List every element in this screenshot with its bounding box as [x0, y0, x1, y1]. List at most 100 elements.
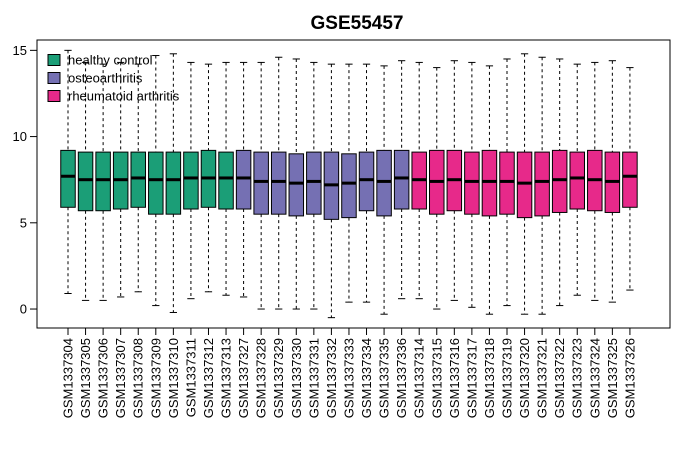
box-iqr: [516, 151, 533, 219]
box-GSM1337319: [499, 58, 515, 307]
box-GSM1337314: [411, 61, 427, 300]
x-tick-label: GSM1337310: [166, 338, 181, 418]
box-iqr: [464, 151, 480, 215]
box-GSM1337325: [604, 60, 621, 303]
box-GSM1337317: [464, 61, 480, 308]
box-GSM1337316: [446, 60, 463, 301]
box-GSM1337333: [341, 63, 357, 303]
x-tick-label: GSM1337335: [377, 338, 392, 418]
legend-label: healthy control: [68, 53, 153, 68]
box-iqr: [341, 153, 357, 219]
x-tick-label: GSM1337304: [61, 338, 76, 418]
box-GSM1337310: [165, 53, 182, 313]
box-iqr: [358, 151, 375, 212]
x-tick-label: GSM1337319: [500, 338, 515, 418]
x-tick-label: GSM1337324: [587, 338, 602, 418]
legend-swatch: [47, 90, 61, 102]
box-GSM1337305: [77, 61, 94, 301]
x-tick-label: GSM1337316: [447, 338, 462, 418]
box-GSM1337318: [481, 65, 498, 315]
x-tick-label: GSM1337307: [113, 338, 128, 418]
box-iqr: [235, 149, 252, 210]
box-GSM1337327: [235, 61, 252, 298]
x-tick-label: GSM1337336: [394, 338, 409, 418]
box-GSM1337307: [112, 61, 129, 298]
x-tick-label: GSM1337312: [201, 338, 216, 418]
x-tick-label: GSM1337309: [148, 338, 163, 418]
box-iqr: [165, 151, 182, 215]
box-GSM1337309: [148, 55, 164, 307]
x-tick-label: GSM1337328: [254, 338, 269, 418]
box-GSM1337331: [306, 61, 322, 310]
x-tick-label: GSM1337325: [605, 338, 620, 418]
x-tick-label: GSM1337326: [622, 338, 637, 418]
box-GSM1337306: [95, 63, 111, 301]
x-tick-label: GSM1337313: [219, 338, 234, 418]
y-axis: 0 5 10 15: [13, 43, 38, 317]
box-iqr: [148, 151, 164, 215]
box-iqr: [481, 149, 498, 217]
box-iqr: [534, 151, 550, 217]
x-tick-label: GSM1337315: [429, 338, 444, 418]
x-axis: GSM1337304 GSM1337305 GSM1337306 GSM1337307…: [61, 327, 637, 418]
box-GSM1337304: [60, 49, 76, 295]
x-tick-label: GSM1337332: [324, 338, 339, 418]
box-GSM1337328: [253, 61, 269, 310]
x-tick-label: GSM1337306: [96, 338, 111, 418]
box-iqr: [622, 151, 638, 208]
box-GSM1337324: [587, 61, 603, 301]
y-tick-label: 0: [20, 302, 27, 317]
legend-swatch: [47, 54, 61, 66]
x-tick-label: GSM1337320: [517, 338, 532, 418]
box-iqr: [95, 151, 111, 212]
x-tick-label: GSM1337329: [271, 338, 286, 418]
box-GSM1337315: [429, 67, 445, 310]
box-GSM1337313: [218, 61, 234, 296]
box-GSM1337323: [569, 63, 585, 296]
x-tick-label: GSM1337322: [552, 338, 567, 418]
legend: healthy control osteoarthritis rheumatoid …: [47, 53, 180, 104]
y-tick-label: 15: [13, 43, 27, 58]
box-iqr: [551, 149, 568, 213]
box-iqr: [288, 153, 305, 217]
box-iqr: [60, 149, 76, 208]
box-GSM1337336: [393, 60, 410, 300]
box-iqr: [130, 151, 146, 208]
box-GSM1337330: [288, 58, 305, 310]
box-iqr: [183, 151, 199, 210]
x-tick-label: GSM1337334: [359, 338, 374, 418]
x-tick-label: GSM1337333: [341, 338, 356, 418]
box-iqr: [218, 151, 234, 210]
box-iqr: [393, 149, 410, 210]
box-GSM1337329: [270, 56, 287, 310]
x-tick-label: GSM1337305: [78, 338, 93, 418]
box-GSM1337322: [551, 58, 568, 307]
box-iqr: [499, 151, 515, 215]
y-tick-label: 10: [13, 129, 27, 144]
y-tick-label: 5: [20, 215, 27, 230]
boxes: [60, 49, 638, 319]
chart-title: GSE55457: [311, 13, 404, 34]
box-iqr: [569, 151, 585, 210]
x-tick-label: GSM1337317: [464, 338, 479, 418]
box-iqr: [376, 149, 392, 217]
box-GSM1337311: [183, 61, 199, 300]
x-tick-label: GSM1337331: [306, 338, 321, 418]
box-GSM1337308: [130, 63, 146, 293]
x-tick-label: GSM1337323: [570, 338, 585, 418]
x-tick-label: GSM1337308: [131, 338, 146, 418]
x-tick-label: GSM1337327: [236, 338, 251, 418]
box-GSM1337320: [516, 53, 533, 315]
box-iqr: [306, 151, 322, 215]
box-GSM1337312: [200, 63, 217, 293]
box-iqr: [270, 151, 287, 215]
box-GSM1337326: [622, 67, 638, 291]
x-tick-label: GSM1337314: [412, 338, 427, 418]
legend-label: rheumatoid arthritis: [68, 89, 180, 104]
legend-label: osteoarthritis: [68, 71, 143, 86]
legend-swatch: [47, 72, 61, 84]
box-iqr: [77, 151, 94, 212]
box-iqr: [253, 151, 269, 215]
box-GSM1337321: [534, 56, 550, 315]
